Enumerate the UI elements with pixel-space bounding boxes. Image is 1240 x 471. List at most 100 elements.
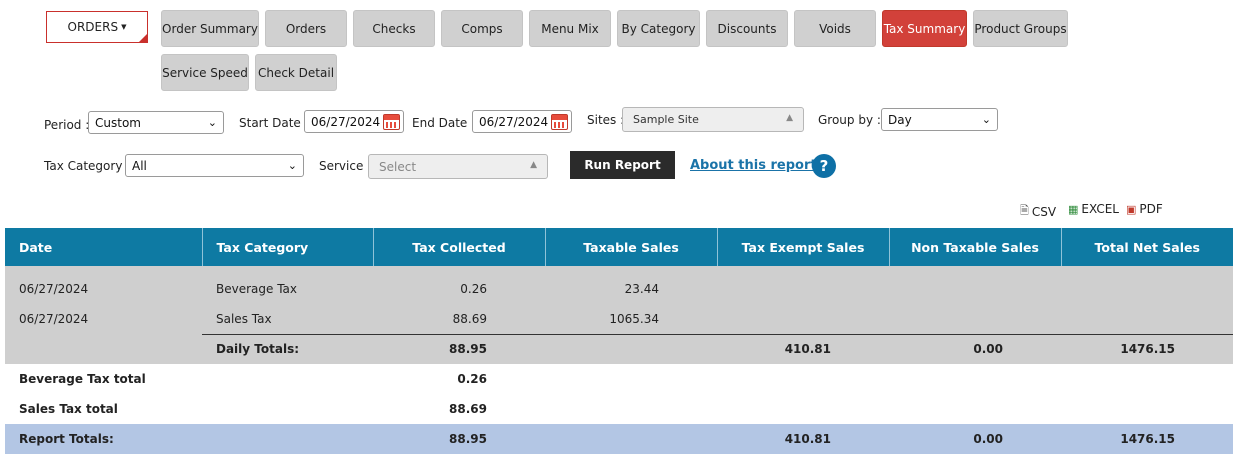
nav-comps-button[interactable]: Comps: [441, 10, 523, 47]
calendar-icon[interactable]: [551, 114, 568, 130]
report-totals-net: 1476.15: [1061, 424, 1233, 454]
run-report-button[interactable]: Run Report: [570, 151, 675, 179]
tax-category-select-value: All: [132, 158, 147, 173]
tax-category-select[interactable]: All ⌄: [125, 154, 304, 177]
column-header-non-taxable-sales[interactable]: Non Taxable Sales: [889, 228, 1062, 266]
report-totals-collected: 88.95: [373, 424, 545, 454]
period-label: Period :: [44, 118, 90, 132]
pdf-file-icon: ▣: [1126, 202, 1137, 216]
daily-totals-exempt: 410.81: [717, 333, 889, 364]
nav-tax-summary-button[interactable]: Tax Summary: [882, 10, 967, 47]
nav-voids-button[interactable]: Voids: [794, 10, 876, 47]
cell-exempt: [717, 274, 889, 304]
cell-nontaxable: [889, 304, 1061, 334]
end-date-label: End Date :: [412, 116, 476, 130]
column-header-date[interactable]: Date: [5, 228, 203, 266]
end-date-value: 06/27/2024: [479, 114, 549, 129]
cell-net: [1061, 304, 1233, 334]
caret-up-icon: ▲: [530, 160, 537, 170]
service-select-placeholder: Select: [379, 159, 417, 174]
report-totals-nontaxable: 0.00: [889, 424, 1061, 454]
service-label: Service :: [319, 159, 372, 173]
nav-by-category-button[interactable]: By Category: [617, 10, 700, 47]
cell-collected: 0.26: [373, 274, 545, 304]
chevron-down-icon: ⌄: [207, 116, 217, 129]
help-icon[interactable]: ?: [812, 154, 836, 178]
csv-file-icon: 🗎: [1020, 204, 1029, 217]
chevron-down-icon: ⌄: [981, 113, 991, 126]
table-row: 06/27/2024 Sales Tax 88.69 1065.34: [5, 304, 1233, 334]
category-total-collected: 0.26: [457, 372, 487, 386]
tax-category-label: Tax Category :: [44, 159, 131, 173]
cell-empty: [1061, 364, 1233, 394]
nav-orders-button[interactable]: Orders: [265, 10, 347, 47]
report-totals-row: Report Totals: 88.95 410.81 0.00 1476.15: [5, 424, 1233, 454]
nav-checks-button[interactable]: Checks: [353, 10, 435, 47]
daily-totals-taxable: [545, 333, 717, 364]
daily-totals-label: Daily Totals:: [202, 333, 373, 364]
cell-category: Sales Tax: [202, 304, 373, 334]
corner-accent: [138, 33, 148, 43]
export-csv-link[interactable]: 🗎 CSV: [1020, 202, 1056, 221]
cell-exempt: [717, 304, 889, 334]
nav-discounts-button[interactable]: Discounts: [706, 10, 788, 47]
nav-menu-mix-button[interactable]: Menu Mix: [529, 10, 611, 47]
cell-empty: [1061, 394, 1233, 424]
category-total-row: Beverage Tax total 0.26: [5, 364, 1233, 394]
export-pdf-link[interactable]: ▣ PDF: [1126, 202, 1163, 216]
report-totals-taxable: [545, 424, 717, 454]
cell-empty: [545, 364, 717, 394]
report-totals-label: Report Totals:: [5, 424, 373, 454]
cell-empty: [717, 364, 889, 394]
column-header-tax-category[interactable]: Tax Category: [202, 228, 374, 266]
start-date-input[interactable]: 06/27/2024: [304, 110, 404, 133]
category-total-label: Beverage Tax total: [19, 372, 146, 386]
column-header-tax-exempt-sales[interactable]: Tax Exempt Sales: [717, 228, 890, 266]
nav-product-groups-button[interactable]: Product Groups: [973, 10, 1068, 47]
daily-totals-collected: 88.95: [373, 333, 545, 364]
caret-up-icon: ▲: [786, 113, 793, 123]
sites-label: Sites :: [587, 113, 625, 127]
excel-file-icon: ▦: [1068, 202, 1079, 216]
export-excel-link[interactable]: ▦ EXCEL: [1068, 202, 1119, 216]
table-row: 06/27/2024 Beverage Tax 0.26 23.44: [5, 274, 1233, 304]
cell-collected: 88.69: [373, 304, 545, 334]
category-total-label: Sales Tax total: [19, 402, 118, 416]
tax-summary-table: Date Tax Category Tax Collected Taxable …: [5, 228, 1233, 454]
column-header-taxable-sales[interactable]: Taxable Sales: [545, 228, 718, 266]
sites-select[interactable]: Sample Site ▲: [622, 107, 804, 132]
chevron-down-icon: ⌄: [287, 159, 297, 172]
cell-taxable: 23.44: [545, 274, 717, 304]
daily-totals-row: Daily Totals: 88.95 410.81 0.00 1476.15: [5, 333, 1233, 364]
cell-category: Beverage Tax: [202, 274, 373, 304]
cell-date: 06/27/2024: [5, 274, 202, 304]
cell-date: 06/27/2024: [5, 304, 202, 334]
group-by-select[interactable]: Day ⌄: [881, 108, 998, 131]
sites-select-value: Sample Site: [633, 113, 699, 126]
start-date-label: Start Date :: [239, 116, 309, 130]
service-select[interactable]: Select ▲: [368, 154, 548, 179]
category-total-collected: 88.69: [449, 402, 487, 416]
orders-dropdown-label: ORDERS: [67, 20, 119, 34]
export-csv-label: CSV: [1031, 204, 1057, 219]
column-header-tax-collected[interactable]: Tax Collected: [373, 228, 546, 266]
cell-empty: [717, 394, 889, 424]
orders-dropdown[interactable]: ORDERS ▼: [46, 11, 148, 43]
export-excel-label: EXCEL: [1081, 202, 1119, 216]
group-by-label: Group by :: [818, 113, 881, 127]
period-select[interactable]: Custom ⌄: [88, 111, 224, 134]
column-header-total-net-sales[interactable]: Total Net Sales: [1061, 228, 1233, 266]
cell-empty: [889, 364, 1061, 394]
nav-check-detail-button[interactable]: Check Detail: [255, 54, 337, 91]
nav-order-summary-button[interactable]: Order Summary: [161, 10, 259, 47]
spacer-row: [5, 266, 1233, 274]
about-this-report-link[interactable]: About this report: [690, 158, 817, 173]
end-date-input[interactable]: 06/27/2024: [472, 110, 572, 133]
caret-down-icon: ▼: [121, 23, 127, 31]
table-header-row: Date Tax Category Tax Collected Taxable …: [5, 228, 1233, 266]
daily-totals-net: 1476.15: [1061, 333, 1233, 364]
calendar-icon[interactable]: [383, 114, 400, 130]
cell-empty: [889, 394, 1061, 424]
nav-service-speed-button[interactable]: Service Speed: [161, 54, 249, 91]
category-total-row: Sales Tax total 88.69: [5, 394, 1233, 424]
